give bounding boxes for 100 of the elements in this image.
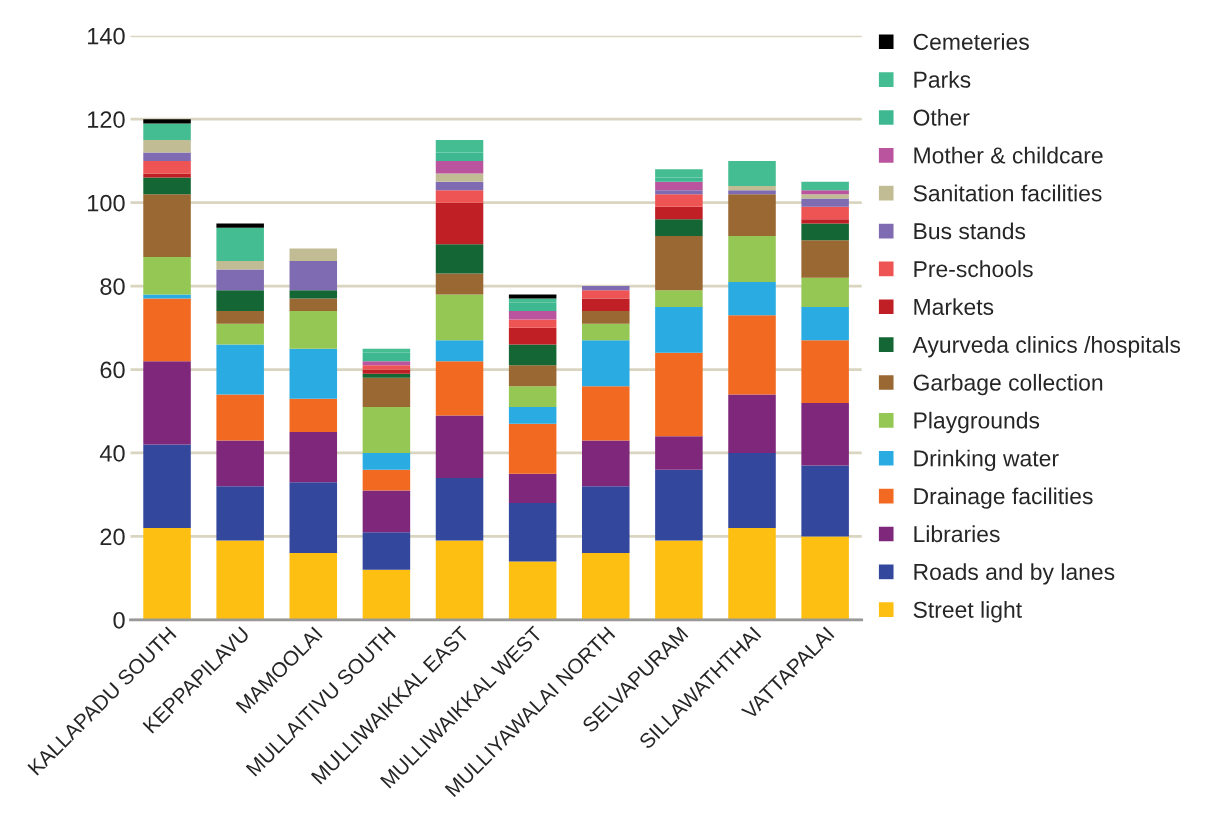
bar — [801, 240, 849, 278]
bar — [289, 348, 338, 399]
bar — [728, 394, 776, 453]
bar — [508, 327, 557, 345]
bar — [655, 219, 703, 237]
legend-label: Drinking water — [914, 449, 1059, 472]
bar — [143, 123, 191, 141]
bar — [289, 290, 338, 299]
legend-label: Street light — [913, 601, 1022, 623]
bar — [216, 540, 264, 620]
bar — [435, 540, 484, 620]
legend-label: Markets — [914, 298, 994, 316]
bar — [508, 319, 557, 328]
bar — [801, 223, 849, 241]
bar — [801, 340, 849, 403]
bar — [362, 407, 411, 453]
bar — [582, 286, 630, 291]
bar — [216, 227, 264, 262]
bar — [143, 298, 191, 362]
bar — [508, 294, 557, 299]
bar — [582, 486, 630, 554]
bar — [801, 181, 849, 191]
bar — [801, 190, 849, 195]
bar — [728, 190, 776, 195]
bar — [582, 553, 630, 620]
bar — [655, 290, 703, 307]
bar — [143, 528, 191, 620]
bar — [216, 311, 264, 324]
bar — [362, 369, 411, 374]
bar — [216, 261, 264, 270]
bar — [216, 344, 264, 395]
bar — [655, 469, 703, 541]
bar — [801, 198, 849, 207]
bar — [582, 440, 630, 487]
bar — [655, 169, 703, 178]
legend-label: Mother & childcare — [914, 146, 1103, 164]
bar — [508, 386, 557, 408]
bar — [435, 202, 484, 245]
legend-label: Playgrounds — [914, 411, 1040, 434]
bar — [143, 444, 191, 529]
legend-label: Pre-schools — [914, 260, 1033, 278]
bar — [728, 281, 776, 316]
bar — [655, 181, 703, 191]
bar — [801, 194, 849, 199]
bar — [362, 469, 411, 491]
bar — [362, 569, 411, 620]
bar — [582, 340, 630, 387]
bar — [728, 185, 776, 191]
bar — [143, 140, 191, 153]
bar — [508, 561, 557, 620]
legend-label: Sanitation facilities — [913, 184, 1102, 202]
bar — [289, 311, 338, 349]
y-tick-label: 40 — [99, 445, 125, 462]
y-tick-label: 120 — [88, 111, 125, 128]
legend-label: Drainage facilities — [914, 487, 1093, 509]
bar — [362, 373, 411, 378]
bar — [508, 344, 557, 366]
bar — [728, 528, 776, 620]
y-tick-label: 140 — [88, 27, 125, 45]
legend-label: Bus stands — [914, 222, 1026, 240]
y-tick-label: 80 — [100, 278, 125, 295]
legend-label: Ayurveda clinics /hospitals — [912, 336, 1181, 358]
bar — [216, 486, 264, 541]
bar — [143, 152, 191, 161]
bar — [801, 206, 849, 220]
bar — [289, 248, 338, 262]
bar — [508, 302, 557, 312]
bar — [582, 323, 630, 341]
bar — [508, 423, 557, 474]
bar — [435, 273, 484, 295]
bar — [143, 361, 191, 445]
bar — [435, 173, 484, 182]
bar — [143, 173, 191, 178]
bar — [216, 394, 264, 441]
bar — [216, 290, 264, 312]
bar — [216, 440, 264, 487]
bar — [508, 365, 557, 387]
bar — [289, 432, 338, 483]
bar — [216, 323, 264, 345]
legend-label: Libraries — [914, 525, 1000, 543]
bar — [582, 386, 630, 441]
bar — [655, 436, 703, 470]
bar — [728, 194, 776, 237]
legend-label: Roads and by lanes — [914, 563, 1115, 585]
bar — [289, 482, 338, 554]
bar — [655, 540, 703, 620]
bar — [216, 269, 264, 291]
bar — [655, 236, 703, 291]
bar — [508, 503, 557, 562]
bar — [362, 377, 411, 408]
bar — [362, 532, 411, 570]
bar — [801, 536, 849, 620]
bar — [143, 119, 191, 124]
bar — [143, 256, 191, 295]
bar — [801, 306, 849, 341]
bar — [655, 352, 703, 437]
bar — [362, 352, 411, 362]
bar — [143, 160, 191, 174]
bar — [801, 219, 849, 224]
bar — [728, 236, 776, 282]
